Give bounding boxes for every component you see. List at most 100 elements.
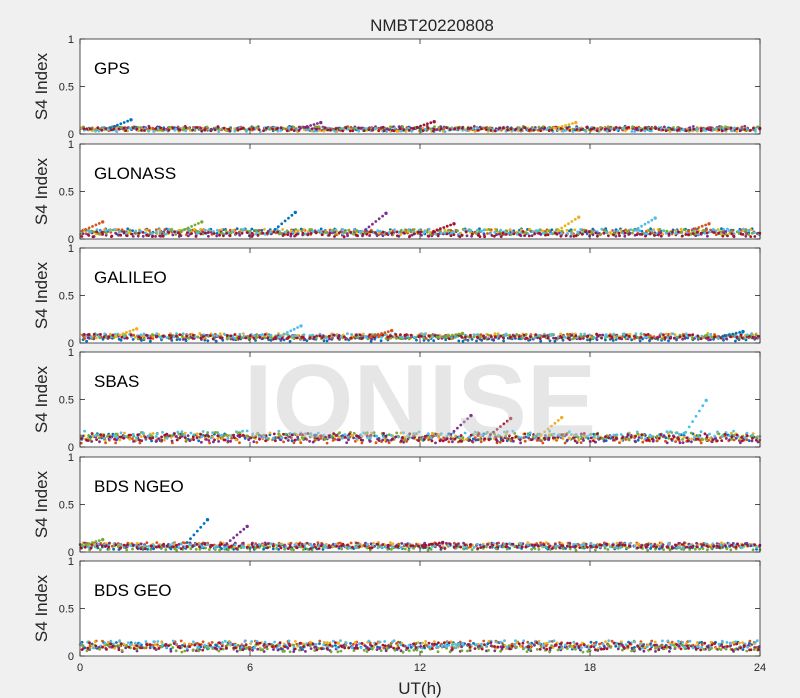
scatter-point: [714, 127, 718, 131]
scatter-point: [170, 439, 174, 443]
scatter-point: [667, 436, 671, 440]
scatter-point: [618, 336, 622, 340]
scatter-point: [493, 129, 497, 133]
scatter-point: [546, 336, 550, 340]
scatter-point: [554, 336, 558, 340]
scatter-point: [162, 127, 166, 131]
scatter-point: [493, 234, 496, 238]
scatter-point: [267, 542, 270, 545]
scatter-point: [612, 128, 616, 132]
scatter-point: [104, 229, 108, 233]
scatter-point: [721, 234, 725, 238]
scatter-point: [543, 126, 547, 130]
scatter-point: [180, 430, 184, 434]
scatter-point: [238, 332, 242, 336]
scatter-point: [703, 432, 707, 436]
scatter-point: [346, 332, 349, 335]
scatter-point: [745, 434, 749, 438]
scatter-point: [730, 435, 734, 439]
scatter-point: [435, 128, 438, 132]
scatter-point: [754, 129, 757, 133]
scatter-point: [196, 335, 200, 339]
peak-trail-point: [694, 227, 697, 231]
scatter-point: [486, 232, 489, 235]
scatter-point: [427, 234, 431, 238]
scatter-point: [167, 128, 171, 132]
scatter-point: [389, 336, 393, 340]
peak-trail-point: [114, 334, 118, 338]
scatter-point: [711, 228, 715, 231]
scatter-point: [225, 231, 229, 235]
peak-trail-point: [279, 334, 282, 338]
scatter-point: [421, 129, 425, 133]
scatter-point: [207, 231, 210, 234]
scatter-point: [427, 339, 430, 342]
scatter-point: [672, 336, 676, 340]
peak-trail-point: [316, 122, 319, 125]
peak-trail-point: [116, 123, 119, 127]
scatter-point: [146, 547, 149, 551]
scatter-point: [448, 128, 452, 131]
scatter-point: [205, 125, 209, 129]
scatter-point: [439, 232, 443, 235]
scatter-point: [685, 436, 689, 440]
scatter-point: [350, 333, 353, 336]
scatter-point: [570, 334, 573, 337]
scatter-point: [712, 337, 715, 341]
scatter-point: [631, 231, 634, 235]
panel-background: [80, 39, 760, 134]
scatter-point: [686, 439, 690, 443]
peak-trail-point: [440, 335, 444, 339]
scatter-point: [282, 232, 286, 236]
scatter-point: [619, 228, 623, 232]
scatter-point: [610, 335, 614, 339]
scatter-point: [472, 335, 476, 339]
scatter-point: [707, 438, 710, 442]
scatter-point: [635, 233, 639, 237]
scatter-point: [382, 129, 386, 133]
scatter-point: [568, 129, 572, 132]
peak-trail-point: [377, 217, 381, 221]
scatter-point: [691, 232, 695, 235]
scatter-point: [750, 433, 754, 437]
scatter-point: [241, 126, 245, 130]
panel-background: [80, 457, 760, 552]
scatter-point: [147, 129, 151, 133]
scatter-point: [296, 232, 299, 236]
scatter-point: [365, 232, 369, 236]
scatter-point: [682, 334, 686, 338]
scatter-point: [634, 440, 637, 444]
scatter-point: [328, 337, 331, 341]
scatter-point: [541, 229, 545, 233]
scatter-point: [310, 129, 314, 133]
scatter-point: [636, 438, 640, 442]
peak-trail-point: [186, 226, 190, 230]
scatter-point: [271, 127, 274, 131]
scatter-point: [727, 229, 731, 233]
scatter-point: [398, 337, 402, 340]
scatter-point: [263, 333, 267, 336]
scatter-point: [232, 436, 236, 439]
scatter-point: [195, 232, 199, 235]
scatter-point: [254, 339, 257, 342]
scatter-point: [237, 336, 241, 340]
scatter-point: [730, 129, 733, 133]
scatter-point: [306, 233, 310, 237]
scatter-point: [160, 435, 164, 439]
scatter-point: [600, 336, 603, 340]
scatter-point: [699, 231, 703, 235]
scatter-point: [460, 336, 464, 339]
scatter-point: [555, 232, 559, 236]
scatter-point: [678, 432, 681, 436]
scatter-point: [266, 334, 270, 338]
scatter-point: [681, 438, 684, 441]
peak-trail-point: [87, 226, 91, 230]
scatter-point: [238, 431, 242, 435]
y-tick-label: 0: [68, 338, 74, 350]
scatter-point: [137, 231, 141, 235]
scatter-point: [478, 336, 482, 339]
peak-trail-point: [376, 333, 380, 336]
scatter-point: [111, 333, 115, 337]
peak-trail-point: [276, 225, 280, 229]
y-tick-label: 1: [68, 347, 74, 359]
